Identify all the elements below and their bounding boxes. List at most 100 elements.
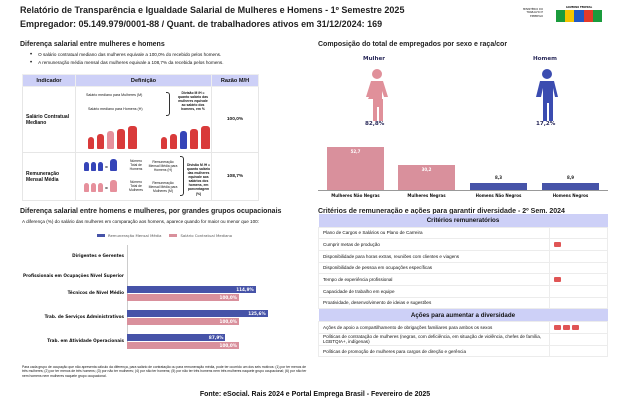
bar-median-salary: 100,0% [127,318,239,325]
man-percent: 17,2% [536,121,556,127]
no-icon [554,324,561,330]
criteria-value [549,333,608,346]
criteria-label: Cumprir metas de produção [318,238,550,251]
criteria-title: Critérios de remuneração e ações para ga… [318,208,565,215]
category-label: Mulheres Não Negras [331,193,380,198]
def-women: Salário mediano para Mulheres (M) [86,93,143,97]
table-row: Disponibilidade de pessoa em ocupações e… [318,261,608,275]
table-row: Tempo de experiência profissional [318,273,608,286]
occupation-subtitle: A diferença (%) do salário das mulheres … [22,219,259,224]
no-icon [572,324,579,330]
bullet-2: A remuneração média mensal das mulheres … [30,60,223,66]
criteria-value [549,249,608,263]
bar-value-label: 8,9 [566,174,575,180]
criteria-label: Ações de apoio a compartilhamento de obr… [318,321,550,334]
woman-icon [366,69,388,121]
man-label: Homem [533,56,557,62]
woman-percent: 82,8% [365,121,385,127]
bar-value-label: 8,3 [494,175,503,181]
bar-avg-pay: 87,9% [127,334,226,341]
criteria-value [549,296,608,310]
men-figures-icon: = [84,159,117,171]
bar-avg-pay: 114,9% [127,286,256,293]
criteria-label: Disponibilidade para horas extras, reuni… [318,249,550,263]
criteria-section-header: Critérios remuneratórios [318,214,608,227]
indicator-table: Indicador Definição Razão M/H Salário Cont… [22,74,259,201]
no-icon [554,276,561,282]
table-row: Remuneração Mensal Média = = Número Tota… [22,152,259,201]
category-label: Dirigentes e Gerentes [72,253,124,258]
man-icon [536,69,558,121]
ratio-value: 100,0% [211,86,259,153]
legend-item: Remuneração Mensal Média [97,233,161,238]
table-row: Cumprir metas de produção [318,238,608,251]
legend-item: Salário Contratual Mediano [169,233,232,238]
category-label: Profissionais em Ocupações Nível Superio… [23,273,124,278]
criteria-value [549,321,608,334]
category-label: Trab. de Serviços Administrativos [44,314,124,319]
no-icon [554,241,561,247]
category-label: Homens Negros [552,193,589,198]
bar-avg-pay: 125,6% [127,310,268,317]
def-division: Divisão M /H = quanto salário das mulher… [178,91,208,112]
table-row: Políticas de contratação de mulheres (ne… [318,333,608,346]
women-figures-icon: = [84,180,117,192]
composition-bar [398,165,455,190]
bullet-1: O salário contratual mediano das mulhere… [30,52,221,58]
occupation-bar-chart: Dirigentes e Gerentes Profissionais em Oc… [0,245,310,349]
category-label: Homens Não Negros [475,193,522,198]
criteria-value [549,273,608,286]
col-definition: Definição [75,74,212,87]
criteria-section-header: Ações para aumentar a diversidade [318,308,608,322]
criteria-label: Plano de Cargos e Salários ou Plano de C… [318,226,550,240]
gov-brazil-logo: GOVERNO FEDERAL [556,6,603,28]
table-row: Capacidade de trabalho em equipe [318,284,608,298]
composition-bar [542,182,599,190]
criteria-label: Políticas de promoção de mulheres para c… [318,344,550,358]
footnote: Para cada grupo de ocupação que não apre… [22,365,307,378]
criteria-table: Critérios remuneratórios Plano de Cargos … [318,214,608,358]
table-row: Plano de Cargos e Salários ou Plano de C… [318,226,608,240]
bar-median-salary: 100,0% [127,342,239,349]
brace-icon [180,156,184,196]
criteria-value [549,344,608,358]
chart-legend: Remuneração Mensal Média Salário Contrat… [97,233,232,238]
brace-icon [166,92,170,116]
composition-bar [470,183,527,190]
source-note: Fonte: eSocial. Rais 2024 e Portal Empre… [199,391,431,398]
woman-label: Mulher [363,56,386,62]
table-row: Salário Contratual Mediano Salário media… [22,86,259,153]
bar-value-label: 52,7 [350,148,361,154]
criteria-label: Tempo de experiência profissional [318,273,550,286]
table-row: Proatividade, desenvolvimento de ideias … [318,296,608,310]
bar-value-label: 30,2 [421,167,432,173]
def-division: Divisão M /H = quanto salário das mulher… [186,163,211,196]
composition-title: Composição do total de empregados por se… [318,41,508,48]
criteria-label: Proatividade, desenvolvimento de ideias … [318,296,550,310]
category-label: Trab. em Atividade Operacionais [47,338,124,343]
criteria-value [549,261,608,275]
def-men: Salário mediano para Homens (H) [88,107,143,111]
avg-pay-men: Remuneração Mensal Média para Homens (H) [148,160,178,173]
criteria-label: Capacidade de trabalho em equipe [318,284,550,298]
composition-bar [327,146,384,190]
table-row: Ações de apoio a compartilhamento de obr… [318,321,608,334]
employer-info: Empregador: 05.149.979/0001-88 / Quant. … [20,19,383,29]
table-row: Disponibilidade para horas extras, reuni… [318,249,608,263]
ratio-value: 108,7% [211,152,259,201]
avg-pay-women: Remuneração Mensal Média para Mulheres (… [148,181,178,194]
bar-median-salary: 100,0% [127,294,239,301]
table-row: Políticas de promoção de mulheres para c… [318,344,608,358]
criteria-value [549,238,608,251]
col-indicator: Indicador [22,74,76,87]
diff-section-title: Diferença salarial entre mulheres e home… [20,41,165,48]
criteria-label: Políticas de contratação de mulheres (ne… [318,333,550,346]
criteria-value [549,226,608,240]
composition-bar-chart: 52,7 Mulheres Não Negras 30,2 Mulheres Negr… [318,140,608,200]
indicator-name: Salário Contratual Mediano [22,86,76,153]
indicator-name: Remuneração Mensal Média [22,152,76,201]
criteria-value [549,284,608,298]
people-figures-icon [88,125,210,149]
col-ratio: Razão M/H [211,74,259,87]
no-icon [563,324,570,330]
